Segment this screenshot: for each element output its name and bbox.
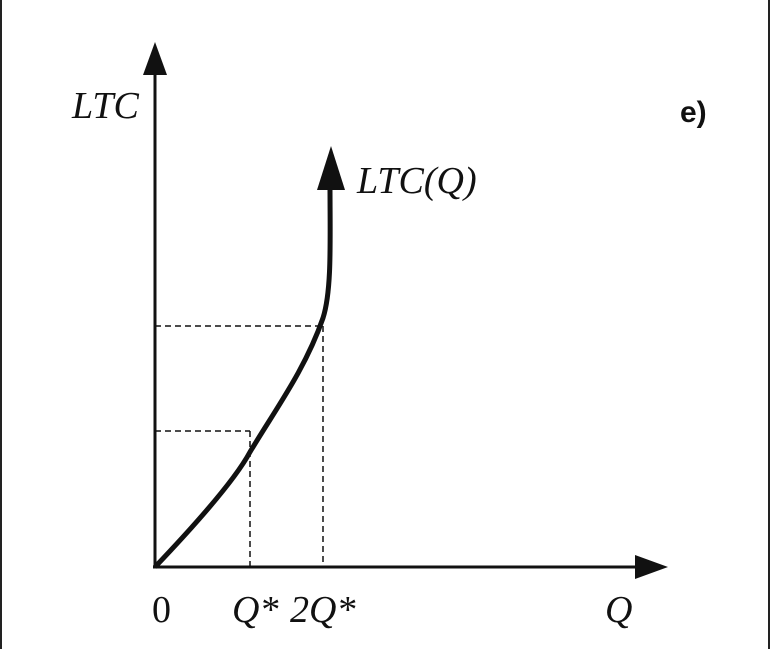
ltc-curve [153, 184, 333, 569]
panel-label: e) [680, 96, 707, 129]
origin-label: 0 [152, 589, 171, 631]
y-axis-label: LTC [71, 85, 140, 127]
y-axis-arrow [143, 42, 167, 75]
x-axis-label: Q [605, 589, 632, 631]
x-marker-label: 2Q* [290, 589, 355, 631]
curve-arrow [317, 146, 345, 190]
x-marker-label: Q* [232, 589, 278, 631]
curve-label: LTC(Q) [356, 160, 477, 202]
x-axis-arrow [635, 555, 668, 579]
